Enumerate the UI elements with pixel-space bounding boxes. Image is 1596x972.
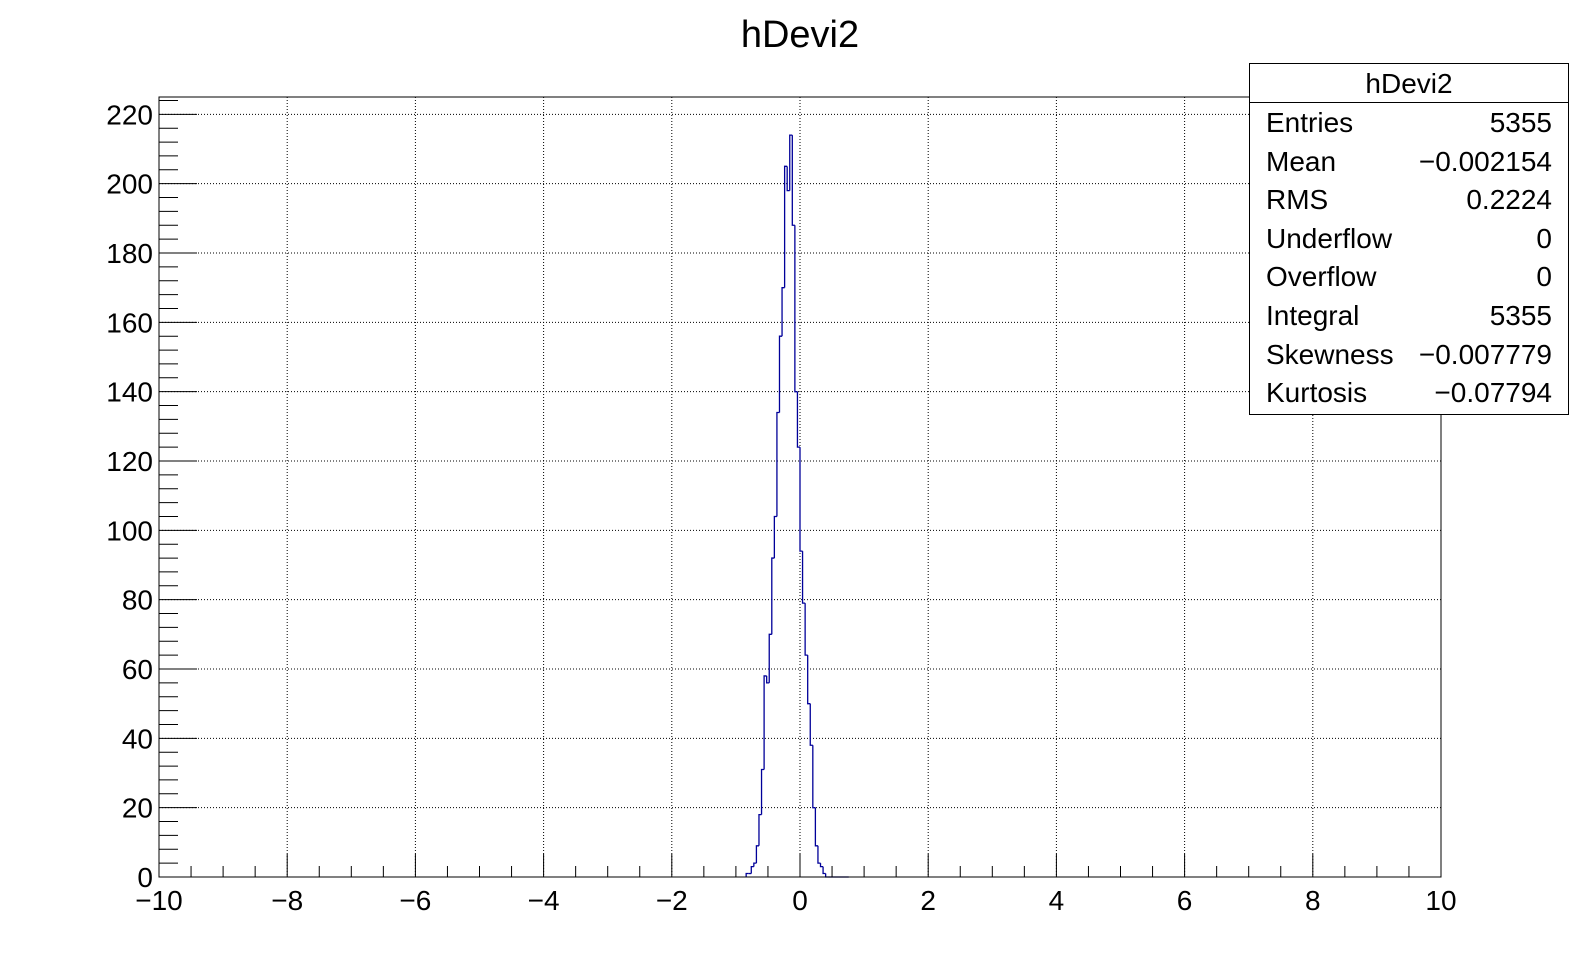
histogram-bin	[750, 865, 754, 874]
x-tick-label: 2	[920, 885, 936, 916]
stats-label: Integral	[1266, 300, 1360, 331]
histogram-bin	[760, 768, 765, 815]
stats-title: hDevi2	[1250, 64, 1568, 103]
histogram-bin	[804, 603, 808, 656]
histogram-bin	[755, 845, 759, 864]
histogram-bin	[745, 872, 749, 877]
y-tick-label: 40	[122, 723, 153, 754]
grid	[159, 97, 1441, 877]
stats-row-kurtosis: Kurtosis −0.07794	[1266, 377, 1552, 415]
stats-value: −0.002154	[1418, 145, 1552, 177]
axes: −10 −8 −6 −4 −2 0 2 4 6 8 100204060801001201401601…	[106, 99, 1456, 916]
y-tick-label: 100	[106, 515, 153, 546]
stats-value: 5355	[1489, 300, 1552, 331]
histogram-bin	[768, 633, 772, 683]
histogram-bin	[819, 863, 824, 868]
histogram-bin	[789, 134, 793, 191]
histogram-series	[745, 134, 849, 878]
histogram-bin	[773, 515, 777, 559]
y-tick-label: 180	[106, 238, 153, 269]
histogram-bin	[809, 703, 813, 746]
histogram-bin	[822, 866, 826, 875]
stats-label: Entries	[1266, 107, 1354, 138]
stats-value: 0.2224	[1466, 184, 1552, 216]
x-tick-label: 6	[1177, 885, 1193, 916]
stats-value: 0	[1536, 222, 1552, 254]
stats-label: Skewness	[1266, 338, 1394, 370]
y-tick-label: 220	[106, 99, 153, 130]
stats-label: RMS	[1266, 184, 1329, 216]
stats-row-underflow: Underflow 0	[1266, 223, 1552, 261]
histogram-bin	[758, 813, 762, 846]
stats-row-overflow: Overflow 0	[1266, 261, 1552, 299]
stats-row-rms: RMS 0.2224	[1266, 184, 1552, 222]
x-tick-label: −8	[271, 885, 303, 916]
histogram-bin	[771, 557, 775, 635]
histogram-bin	[778, 335, 783, 413]
histogram-bin	[763, 675, 767, 770]
y-tick-label: 120	[106, 446, 153, 477]
histogram-bin	[812, 745, 816, 809]
histogram-bin	[794, 225, 798, 393]
x-tick-label: 0	[792, 885, 808, 916]
stats-value: −0.007779	[1418, 338, 1552, 370]
x-tick-label: 8	[1305, 885, 1321, 916]
histogram-bin	[791, 135, 795, 226]
histogram-bin	[753, 862, 757, 867]
y-tick-label: 200	[106, 169, 153, 200]
stats-row-entries: Entries 5355	[1266, 107, 1552, 145]
histogram-bin	[814, 807, 818, 847]
y-tick-label: 140	[106, 377, 153, 408]
stats-box: hDevi2 Entries 5355 Mean −0.002154 RMS 0.2224…	[1249, 63, 1569, 415]
x-tick-label: −6	[399, 885, 431, 916]
y-tick-label: 20	[122, 793, 153, 824]
stats-row-mean: Mean −0.002154	[1266, 146, 1552, 184]
histogram-bin	[766, 675, 770, 684]
chart-title: hDevi2	[741, 14, 859, 56]
stats-value: 0	[1536, 261, 1552, 293]
stats-label: Kurtosis	[1266, 377, 1368, 409]
histogram-bin	[807, 655, 811, 705]
stats-value: −0.07794	[1434, 377, 1552, 409]
stats-label: Mean	[1266, 145, 1337, 177]
y-tick-label: 160	[106, 307, 153, 338]
y-tick-label: 80	[122, 585, 153, 616]
x-tick-label: −2	[656, 885, 688, 916]
histogram-bin	[817, 845, 821, 864]
stats-row-integral: Integral 5355	[1266, 300, 1552, 338]
x-tick-label: −4	[528, 885, 560, 916]
x-tick-label: −10	[135, 885, 183, 916]
histogram-bin	[799, 447, 803, 552]
stats-label: Overflow	[1266, 261, 1377, 293]
y-tick-label: 60	[122, 654, 153, 685]
histogram-bin	[776, 411, 780, 517]
x-tick-label: 10	[1425, 885, 1456, 916]
histogram-bin	[786, 166, 790, 192]
x-tick-label: 4	[1049, 885, 1065, 916]
stats-value: 5355	[1489, 107, 1552, 138]
stats-label: Underflow	[1266, 222, 1393, 254]
y-tick-label: 0	[137, 862, 153, 893]
histogram-bin	[796, 391, 800, 448]
histogram-bin	[801, 551, 806, 604]
histogram-bin	[824, 873, 829, 878]
histogram-bin	[783, 165, 788, 288]
stats-row-skewness: Skewness −0.007779	[1266, 339, 1552, 377]
histogram-bin	[781, 287, 785, 337]
